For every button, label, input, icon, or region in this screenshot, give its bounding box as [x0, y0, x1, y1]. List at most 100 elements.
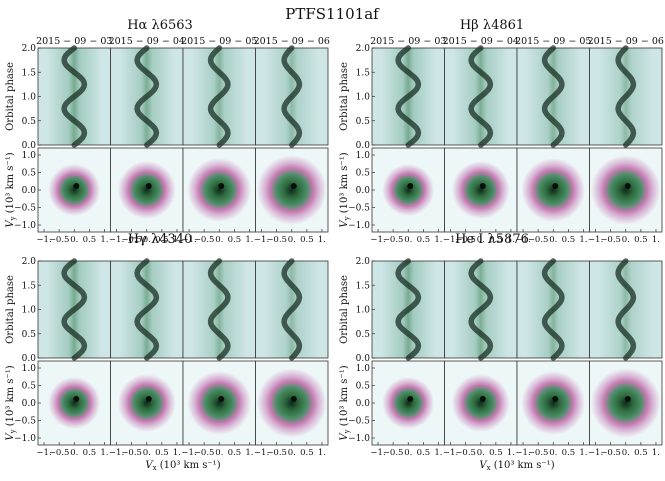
- line-label: Hα λ6563: [127, 18, 193, 33]
- x-tick-label: 0.5: [300, 235, 314, 245]
- x-tick-label: 0.5: [155, 448, 169, 458]
- s-wave: [541, 258, 565, 361]
- x-tick-label: 1.: [318, 235, 326, 245]
- trail-panel: [589, 45, 663, 148]
- trail-panel: [182, 258, 256, 361]
- doppler-panel: [110, 360, 184, 446]
- trail-frame: [255, 47, 329, 146]
- bright-spot: [407, 396, 414, 402]
- s-wave: [395, 258, 422, 361]
- date-label: 2015 − 09 − 03: [370, 36, 446, 47]
- y-tick-label: 0.5: [356, 117, 371, 127]
- bright-spot: [479, 396, 486, 402]
- accretion-disc: [590, 368, 661, 438]
- x-tick-label: 0.5: [489, 448, 503, 458]
- s-wave: [61, 258, 88, 361]
- date-label: 2015 − 09 − 05: [515, 36, 591, 47]
- line-label: Hβ λ4861: [460, 18, 524, 33]
- doppler-panel: [255, 147, 329, 233]
- accretion-disc: [451, 374, 510, 432]
- doppler-panel: [516, 360, 590, 446]
- trail-panel: [516, 258, 590, 361]
- accretion-disc: [382, 163, 435, 217]
- y-tick-label: 1.0: [356, 93, 371, 103]
- s-wave: [134, 258, 160, 361]
- bright-spot: [218, 396, 225, 402]
- trail-frame: [589, 47, 663, 146]
- x-tick-label: 0.5: [228, 235, 242, 245]
- x-tick-label: 1.: [245, 235, 253, 245]
- y-tick-label: 0.5: [356, 330, 371, 340]
- x-tick-label: 1.: [173, 448, 181, 458]
- x-tick-label: 0.5: [417, 448, 431, 458]
- date-label: 2015 − 09 − 05: [181, 36, 257, 47]
- date-label: 2015 − 09 − 04: [109, 36, 185, 47]
- doppler-panel: [110, 147, 184, 233]
- date-label: 2015 − 09 − 06: [588, 36, 664, 47]
- y-tick-label: 0.0: [356, 186, 371, 196]
- y-tick-label: 1.0: [356, 364, 371, 374]
- trail-frame: [255, 260, 329, 359]
- s-wave: [468, 258, 494, 361]
- x-tick-label: −0.5: [121, 448, 142, 458]
- y-tick-label: 1.0: [22, 151, 37, 161]
- trail-panel: [110, 258, 184, 361]
- trail-frame: [589, 260, 663, 359]
- x-tick-label: 0.: [622, 448, 630, 458]
- y-tick-label: 2.0: [22, 44, 37, 54]
- x-tick-label: −1.: [515, 448, 530, 458]
- trail-panel: [516, 45, 590, 148]
- s-wave: [541, 45, 565, 148]
- bright-spot: [552, 183, 559, 189]
- y-tick-label: 0.5: [22, 117, 37, 127]
- trail-panel: [110, 45, 184, 148]
- x-tick-label: 1.: [579, 235, 587, 245]
- accretion-disc: [48, 163, 101, 217]
- x-tick-label: 0.5: [634, 235, 648, 245]
- trail-panel: [444, 258, 518, 361]
- accretion-disc: [451, 161, 510, 219]
- x-tick-label: −1.: [181, 448, 196, 458]
- doppler-panel: [516, 147, 590, 233]
- y-tick-label: 1.5: [22, 68, 37, 78]
- s-wave: [468, 45, 494, 148]
- bright-spot: [73, 396, 80, 402]
- x-tick-label: 0.: [70, 448, 78, 458]
- y-tick-label: 0.5: [22, 169, 37, 179]
- x-tick-label: −1.: [109, 448, 124, 458]
- y-tick-label: 1.5: [356, 281, 371, 291]
- y-tick-label: 0.5: [22, 330, 37, 340]
- date-label: 2015 − 09 − 03: [36, 36, 112, 47]
- x-tick-label: −1.: [370, 448, 385, 458]
- y-tick-label: 1.0: [22, 364, 37, 374]
- y-tick-label: −0.5: [348, 204, 370, 214]
- s-wave: [615, 45, 637, 148]
- trail-panel: [255, 45, 329, 148]
- y-tick-label: 2.0: [356, 257, 371, 267]
- bright-spot: [73, 183, 80, 189]
- x-tick-label: 1.: [507, 448, 515, 458]
- doppler-ylabel: Vy (10³ km s⁻¹): [339, 365, 351, 440]
- trail-ylabel: Orbital phase: [339, 275, 350, 344]
- doppler-panel: [444, 147, 518, 233]
- x-tick-label: −1.: [181, 235, 196, 245]
- accretion-disc: [187, 158, 252, 222]
- x-tick-label: −0.5: [266, 448, 287, 458]
- x-tick-label: −0.5: [383, 235, 404, 245]
- trail-panel: [182, 45, 256, 148]
- x-tick-label: 0.5: [562, 448, 576, 458]
- y-tick-label: 0.0: [22, 141, 37, 151]
- s-wave: [281, 45, 303, 148]
- figure-title: PTFS1101af: [285, 5, 380, 23]
- bright-spot: [407, 183, 414, 189]
- date-label: 2015 − 09 − 06: [254, 36, 330, 47]
- y-tick-label: 0.5: [356, 382, 371, 392]
- y-tick-label: 1.0: [356, 306, 371, 316]
- doppler-panel: [255, 360, 329, 446]
- y-tick-label: −1.0: [348, 434, 370, 444]
- y-tick-label: −1.0: [348, 221, 370, 231]
- x-tick-label: 0.5: [634, 448, 648, 458]
- x-tick-label: −0.5: [383, 448, 404, 458]
